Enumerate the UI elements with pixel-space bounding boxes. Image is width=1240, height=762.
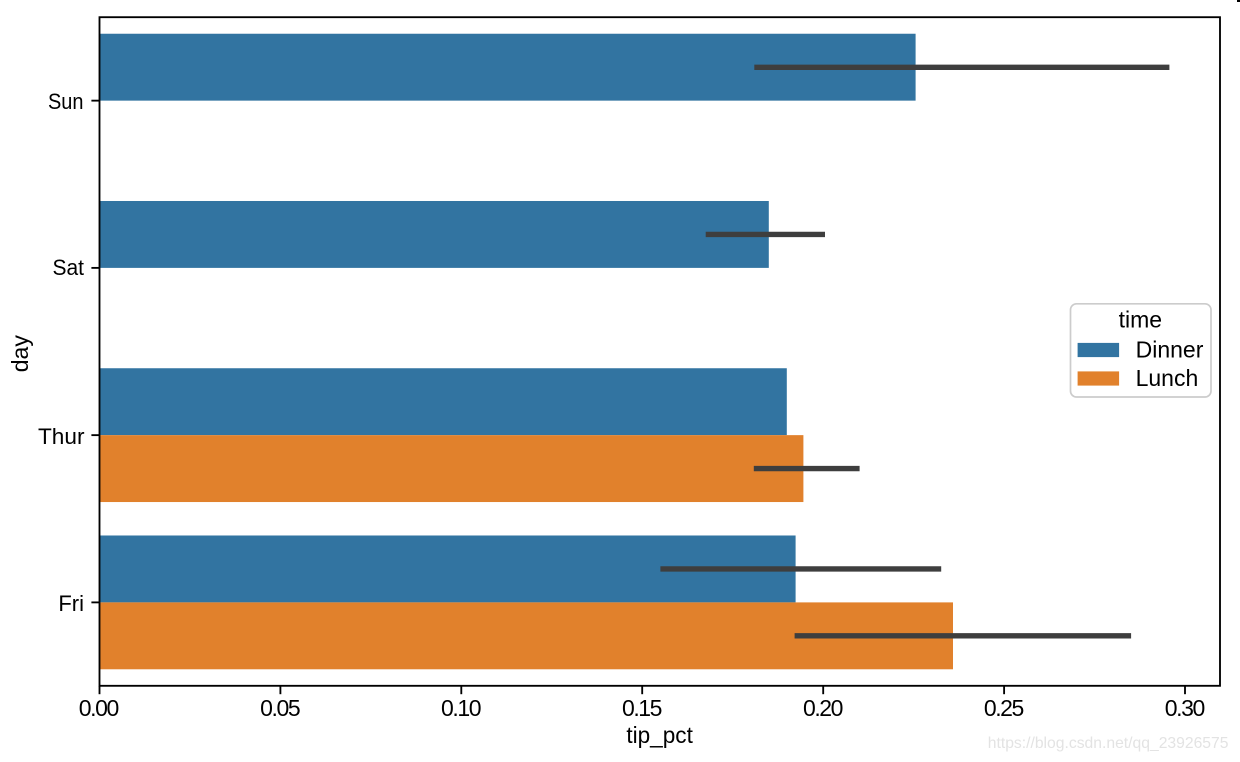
- svg-text:Thur: Thur: [38, 424, 85, 449]
- svg-text:0.05: 0.05: [260, 695, 301, 721]
- svg-text:Sat: Sat: [53, 255, 85, 280]
- svg-text:0.10: 0.10: [441, 695, 482, 721]
- svg-text:0.30: 0.30: [1165, 695, 1206, 721]
- svg-text:day: day: [7, 335, 33, 373]
- svg-text:Lunch: Lunch: [1136, 365, 1199, 391]
- svg-text:time: time: [1119, 307, 1162, 333]
- svg-text:0.20: 0.20: [803, 695, 844, 721]
- svg-text:Dinner: Dinner: [1136, 336, 1204, 362]
- svg-text:0.25: 0.25: [984, 695, 1025, 721]
- svg-text:Fri: Fri: [58, 591, 84, 616]
- svg-text:0.00: 0.00: [79, 695, 120, 721]
- svg-text:https://blog.csdn.net/qq_23926: https://blog.csdn.net/qq_23926575: [988, 735, 1229, 752]
- svg-text:0.15: 0.15: [622, 695, 663, 721]
- svg-text:tip_pct: tip_pct: [626, 722, 693, 748]
- svg-text:Sun: Sun: [48, 89, 84, 114]
